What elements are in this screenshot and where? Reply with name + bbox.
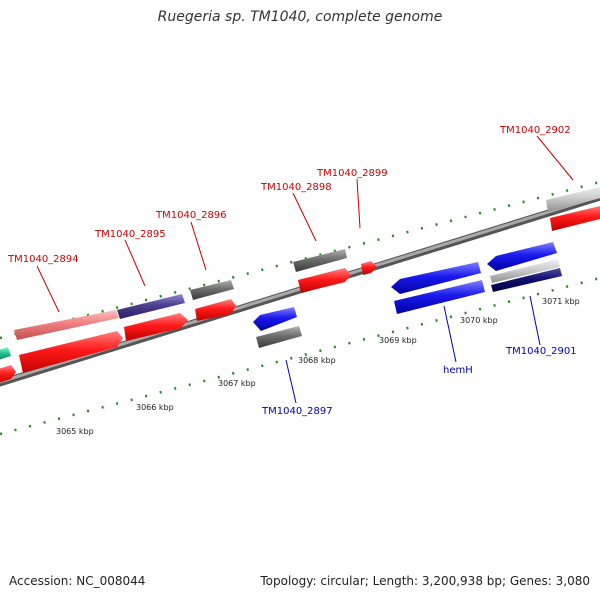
kbp-label: 3071 kbp [542, 297, 580, 306]
gene-label[interactable]: TM1040_2898 [260, 182, 332, 193]
gene-blue-2901[interactable] [487, 242, 557, 271]
reverse-callouts [285, 295, 541, 404]
kbp-label: 3070 kbp [460, 316, 498, 325]
kbp-label: 3069 kbp [379, 336, 417, 345]
gene-red-left-edge[interactable] [0, 365, 16, 384]
forward-callouts [36, 135, 574, 313]
forward-gene-labels: TM1040_2894 TM1040_2895 TM1040_2896 TM10… [7, 125, 571, 265]
gene-lightgrey-2901b[interactable] [490, 259, 560, 283]
kbp-scale-labels: 3065 kbp 3066 kbp 3067 kbp 3068 kbp 3069… [56, 297, 580, 436]
reverse-gene-labels: TM1040_2897 hemH TM1040_2901 [261, 346, 577, 417]
gene-navy-2901c[interactable] [491, 268, 562, 292]
gene-blue-hemH[interactable] [391, 262, 481, 294]
reverse-genes [253, 242, 562, 348]
kbp-label: 3068 kbp [298, 356, 336, 365]
kbp-label: 3066 kbp [136, 403, 174, 412]
gene-label[interactable]: TM1040_2894 [7, 254, 79, 265]
genome-summary-text: Topology: circular; Length: 3,200,938 bp… [260, 574, 590, 588]
gene-red-2895b[interactable] [124, 313, 188, 341]
accession-text: Accession: NC_008044 [9, 574, 146, 588]
gene-grey-2898[interactable] [293, 249, 347, 272]
kbp-label: 3067 kbp [218, 379, 256, 388]
gene-blue-hemH-b[interactable] [394, 280, 485, 314]
gene-label[interactable]: TM1040_2899 [316, 168, 388, 179]
gene-label[interactable]: TM1040_2895 [94, 229, 166, 240]
kbp-label: 3065 kbp [56, 427, 94, 436]
gene-lightgrey-2902[interactable] [546, 186, 600, 212]
gene-grey-2897b[interactable] [256, 326, 302, 348]
gene-label[interactable]: TM1040_2902 [499, 125, 571, 136]
gene-red-2902b[interactable] [550, 205, 600, 231]
gene-blue-2897[interactable] [253, 307, 297, 331]
gene-red-2896b[interactable] [195, 299, 236, 321]
gene-red-2894b[interactable] [19, 331, 123, 373]
gene-purple-2895[interactable] [117, 294, 185, 319]
gene-teal[interactable] [0, 347, 11, 361]
gene-red-2899[interactable] [361, 261, 377, 275]
gene-label[interactable]: TM1040_2896 [155, 210, 227, 221]
gene-label[interactable]: hemH [443, 365, 473, 376]
gene-label[interactable]: TM1040_2901 [505, 346, 577, 357]
gene-pink-2894[interactable] [14, 310, 119, 340]
gene-red-2898b[interactable] [298, 268, 351, 293]
genome-title: Ruegeria sp. TM1040, complete genome [157, 9, 443, 25]
forward-genes [0, 186, 600, 384]
gene-grey-2896[interactable] [190, 280, 234, 300]
gene-label[interactable]: TM1040_2897 [261, 406, 333, 417]
